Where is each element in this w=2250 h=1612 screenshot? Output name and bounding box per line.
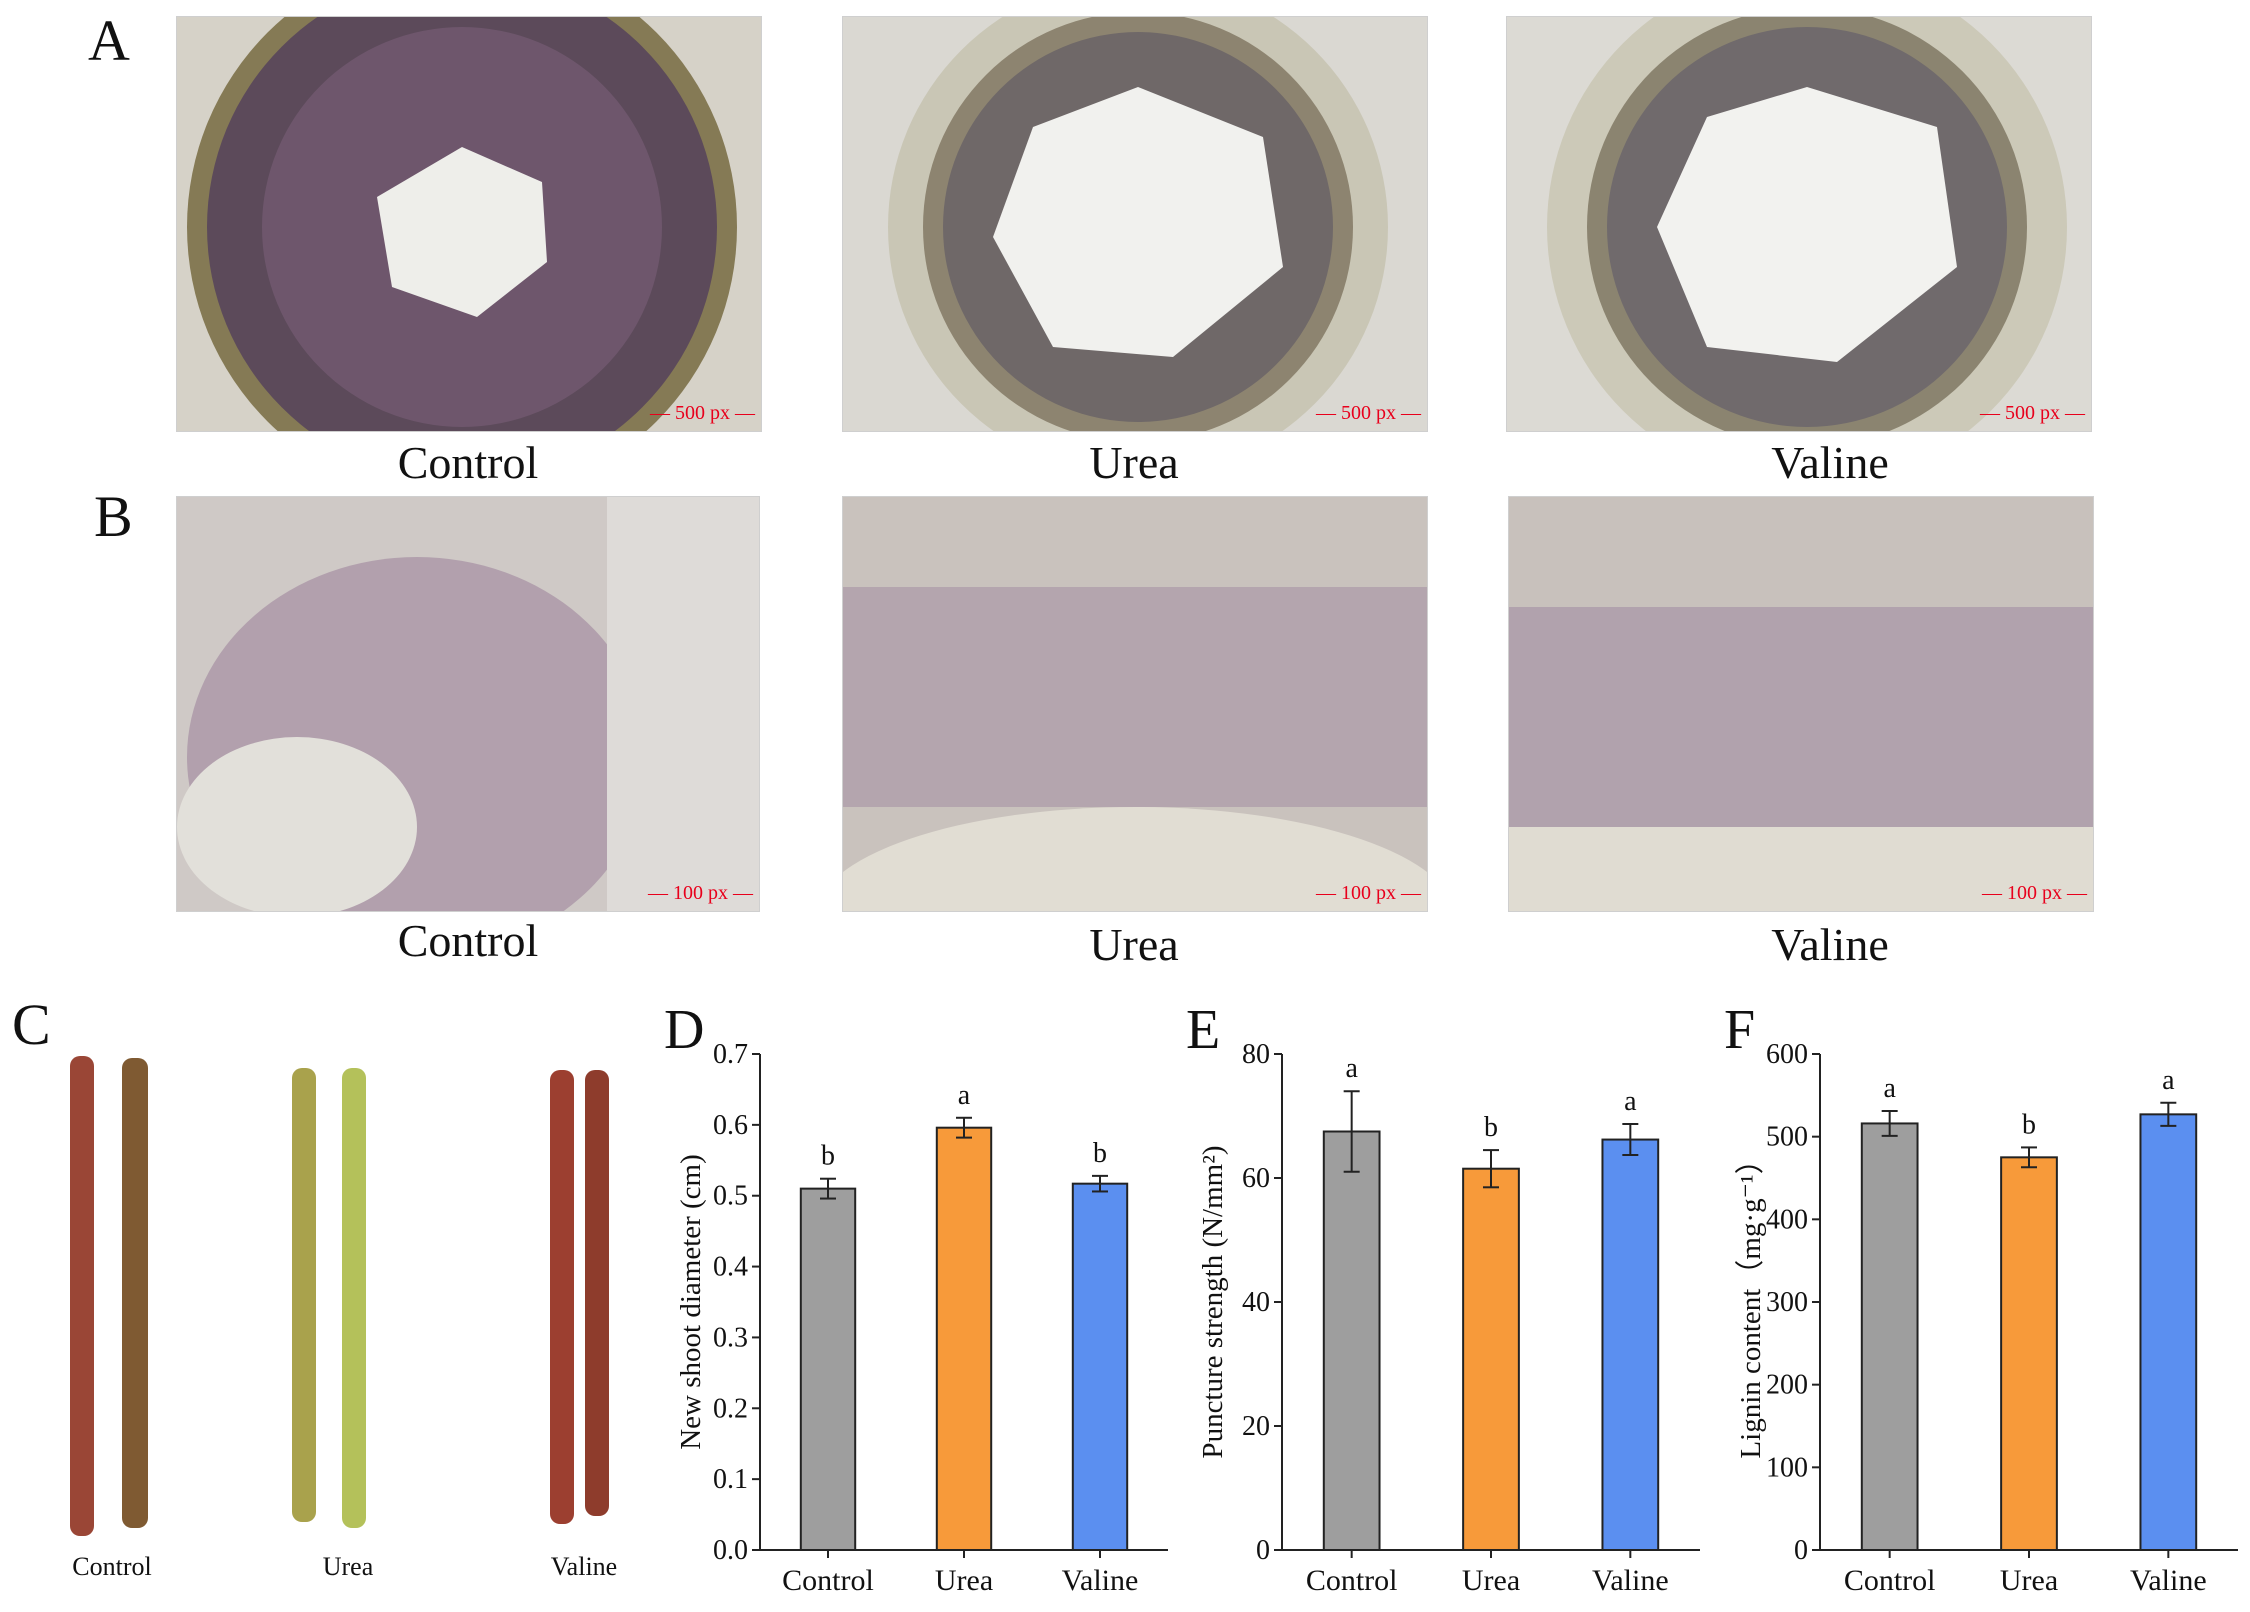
bar [1860,1122,1919,1551]
cross-section-valine-illustration [1547,17,2067,431]
scale-bar: 100 px [1316,882,1421,905]
x-tick-label: Control [1844,1564,1936,1597]
significance-letter: a [2162,1065,2175,1096]
chart-f: F 0 100 200 300 400 500 600 Lignin content（mg·g⁻… [1720,999,2250,1610]
y-axis-label: New shoot diameter (cm) [675,1154,707,1450]
micrograph-b-urea: 100 px [842,496,1428,912]
scale-bar: 100 px [648,882,753,905]
bar [1601,1138,1660,1551]
panel-letter-b: B [94,484,133,549]
shoot-pair-urea [292,1068,366,1528]
panel-letter-c: C [12,992,51,1057]
x-tick-label: Valine [1592,1564,1669,1597]
shoot-pair-valine [550,1070,609,1524]
bar [1071,1182,1129,1551]
significance-letter: b [821,1141,835,1172]
caption-b-valine: Valine [1771,919,1889,970]
x-tick-label: Urea [2000,1564,2058,1597]
shoot-stem [122,1058,148,1528]
cross-section-urea-illustration [888,17,1388,431]
shoots-photo [70,1056,609,1536]
significance-letter: b [2022,1109,2036,1140]
y-tick-label: 0.0 [713,1535,748,1566]
y-tick-label: 0.4 [713,1252,748,1283]
bar [2139,1113,2198,1551]
y-tick-label: 0.5 [713,1181,748,1212]
caption-a-control: Control [397,437,539,488]
caption-b-urea: Urea [1089,919,1179,970]
scale-bar: 500 px [650,402,755,425]
panel-letter: F [1724,999,1755,1061]
bar [935,1126,993,1551]
y-tick-label: 0.7 [713,1039,748,1070]
x-tick-label: Urea [935,1564,993,1597]
shoot-stem [292,1068,316,1522]
scale-bar: 500 px [1316,402,1421,425]
shoot-pair-control [70,1056,148,1536]
panel-letter-a: A [88,8,130,73]
significance-letter: b [1093,1138,1107,1169]
chart-d: D 0.0 0.1 0.2 0.3 0.4 0.5 0.6 0.7 New shoot diame… [660,999,1180,1610]
micrograph-b-control: 100 px [176,496,760,912]
y-tick-label: 20 [1242,1411,1270,1442]
scale-bar: 100 px [1982,882,2087,905]
y-tick-label: 0.6 [713,1110,748,1141]
bar [1322,1130,1381,1551]
y-tick-label: 600 [1766,1039,1808,1070]
micrograph-a-control: 500 px [176,16,762,432]
caption-a-urea: Urea [1089,437,1179,488]
y-tick-label: 60 [1242,1163,1270,1194]
y-tick-label: 0.3 [713,1322,748,1353]
caption-b-control: Control [397,915,539,966]
x-tick-label: Valine [2130,1564,2207,1597]
bar [1462,1167,1520,1551]
shoot-stem [585,1070,609,1516]
x-tick-label: Valine [1062,1564,1139,1597]
significance-letter: a [1624,1086,1637,1117]
y-tick-label: 0.2 [713,1393,748,1424]
x-tick-label: Control [782,1564,874,1597]
bar [2000,1156,2058,1551]
y-tick-label: 0 [1794,1535,1808,1566]
micrograph-b-valine: 100 px [1508,496,2094,912]
y-tick-label: 0.1 [713,1464,748,1495]
shoot-stem [342,1068,366,1528]
micrograph-a-urea: 500 px [842,16,1428,432]
x-tick-label: Urea [1462,1564,1520,1597]
y-tick-label: 100 [1766,1452,1808,1483]
shoot-label-control: Control [72,1552,152,1581]
y-axis-label: Lignin content（mg·g⁻¹） [1735,1145,1767,1458]
shoot-stem [550,1070,574,1524]
significance-letter: b [1484,1112,1498,1143]
significance-letter: a [1345,1053,1358,1084]
tissue-urea-illustration [843,497,1427,911]
caption-a-valine: Valine [1771,437,1889,488]
significance-letter: a [1883,1073,1896,1104]
y-tick-label: 300 [1766,1287,1808,1318]
significance-letter: a [958,1080,971,1111]
panel-letter: D [664,999,704,1061]
shoot-stem [70,1056,94,1536]
y-axis-label: Puncture strength (N/mm²) [1197,1145,1229,1458]
y-tick-label: 500 [1766,1122,1808,1153]
y-tick-label: 400 [1766,1204,1808,1235]
chart-e: E 0 20 40 60 80 Puncture strength (N/mm²) a Cont… [1182,999,1712,1610]
x-tick-label: Control [1306,1564,1398,1597]
bar [799,1187,857,1551]
panel-letter: E [1186,999,1220,1061]
y-tick-label: 0 [1256,1535,1270,1566]
tissue-valine-illustration [1509,497,2093,911]
scale-bar: 500 px [1980,402,2085,425]
y-tick-label: 40 [1242,1287,1270,1318]
y-tick-label: 200 [1766,1370,1808,1401]
shoot-label-urea: Urea [322,1552,374,1581]
y-tick-label: 80 [1242,1039,1270,1070]
cross-section-control-illustration [187,17,737,431]
tissue-control-illustration [177,497,759,911]
shoot-label-valine: Valine [550,1552,618,1581]
micrograph-a-valine: 500 px [1506,16,2092,432]
